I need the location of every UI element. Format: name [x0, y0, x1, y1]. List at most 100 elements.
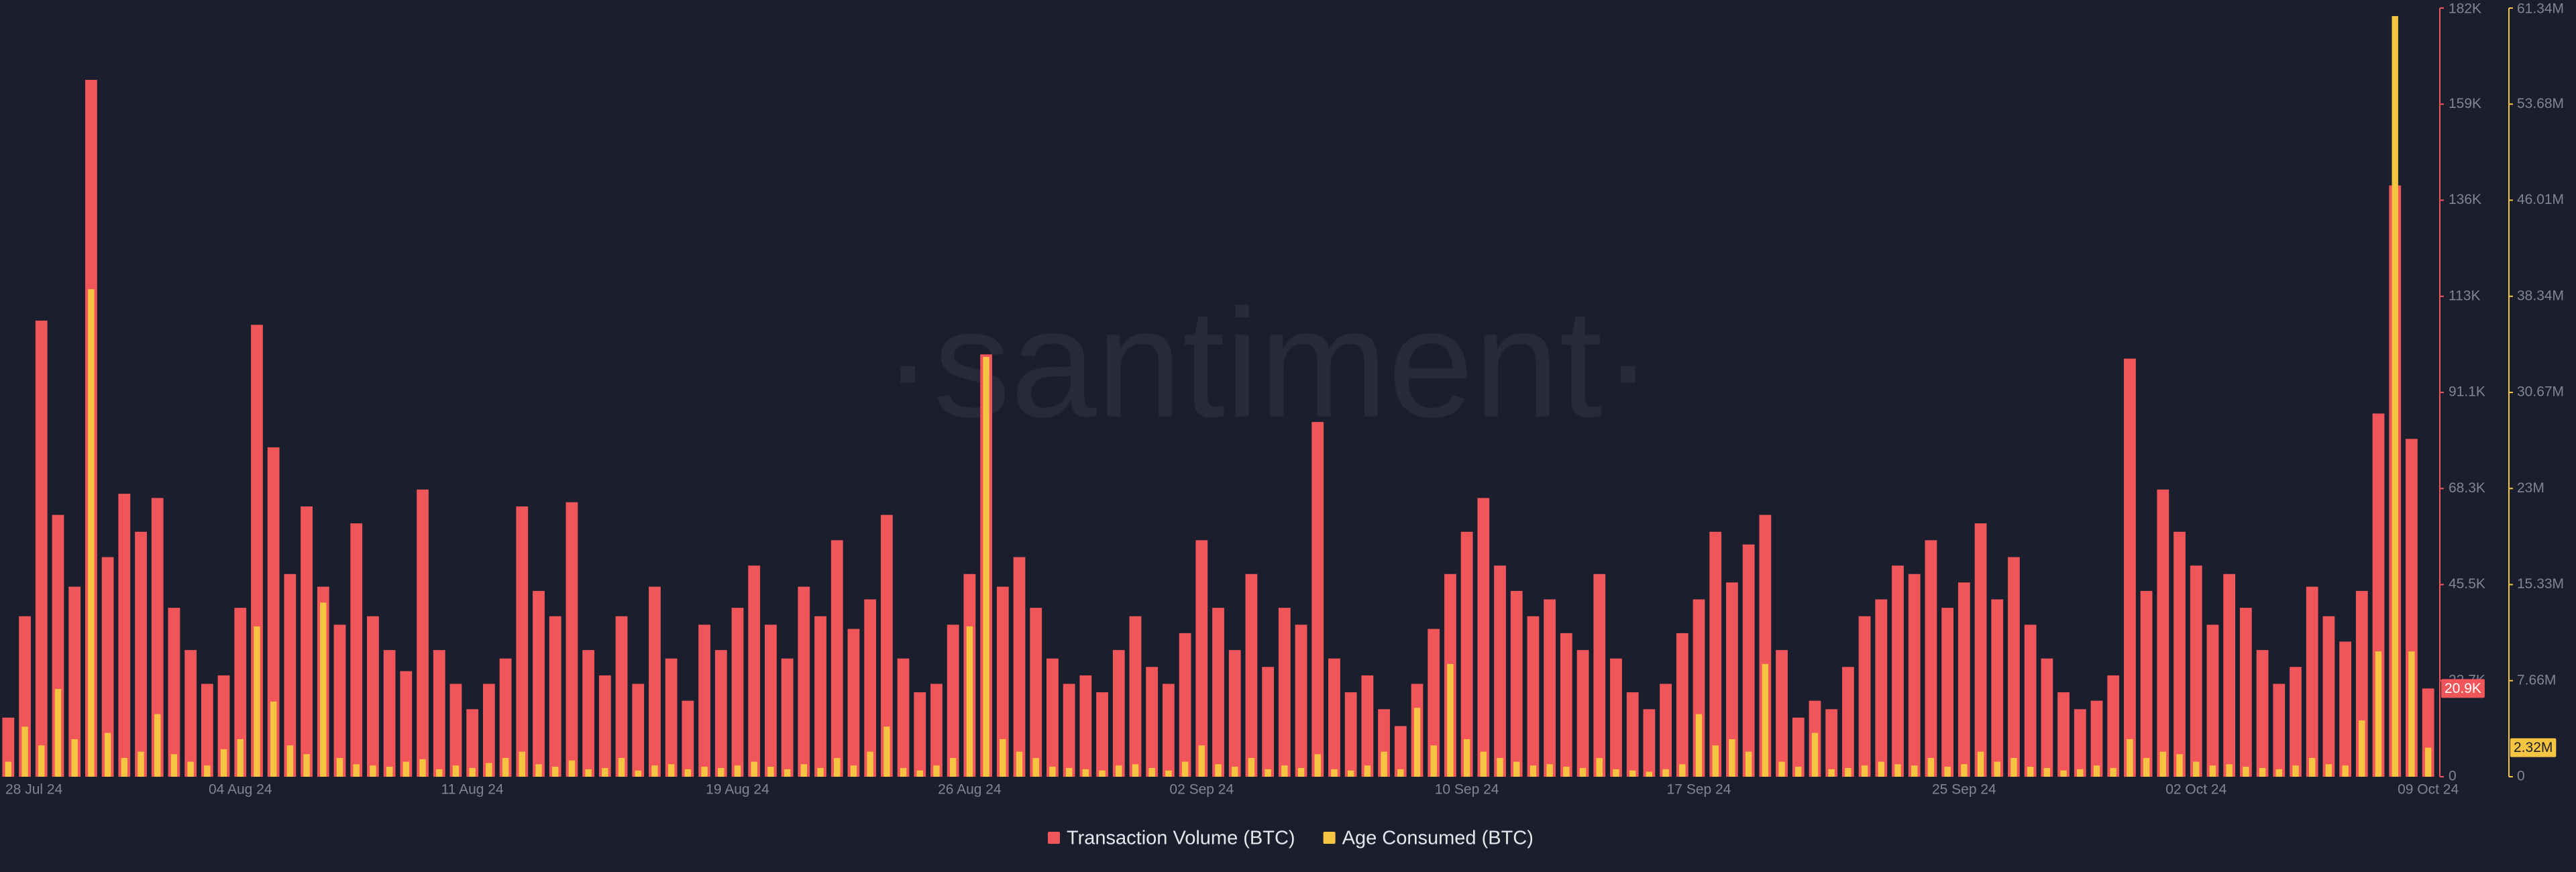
volume-bar [2090, 700, 2103, 777]
age-bar [983, 357, 989, 777]
volume-bar [2140, 590, 2153, 777]
volume-bar [1544, 599, 1556, 777]
age-bar [552, 767, 559, 777]
age-bar [1911, 765, 1918, 777]
volume-bar [748, 565, 761, 777]
age-bar [1546, 764, 1553, 777]
y2-tick-label: 7.66M [2517, 672, 2556, 688]
volume-bar [2306, 586, 2318, 777]
age-bar [817, 767, 824, 777]
volume-bar [1079, 675, 1092, 777]
age-bar [1894, 764, 1901, 777]
age-bar [1878, 761, 1884, 777]
age-bar [2424, 747, 2432, 777]
volume-bar [333, 624, 346, 777]
volume-bar [1245, 574, 1258, 777]
volume-bar [1593, 574, 1606, 777]
age-bar [469, 767, 476, 777]
volume-bar [698, 624, 710, 777]
volume-bar [2339, 641, 2352, 777]
age-bar [1248, 757, 1255, 777]
volume-bar [533, 590, 545, 777]
age-bar [718, 767, 724, 777]
age-bar [1778, 761, 1785, 777]
volume-bar [1129, 616, 1142, 777]
volume-bar [2041, 658, 2053, 777]
volume-bar [1908, 574, 1921, 777]
volume-bar [880, 514, 893, 777]
volume-bar [284, 574, 297, 777]
age-bar [1563, 767, 1570, 777]
age-bar [2392, 15, 2398, 777]
age-bar [5, 761, 12, 777]
legend-label: Transaction Volume (BTC) [1067, 828, 1295, 849]
age-bar [784, 769, 791, 777]
volume-bar [1262, 667, 1275, 777]
volume-bar [649, 586, 661, 777]
volume-bar [1295, 624, 1307, 777]
volume-bar [1162, 684, 1175, 777]
volume-bar [1974, 523, 1987, 777]
volume-bar [1046, 658, 1059, 777]
age-bar [1629, 770, 1636, 777]
age-bar [1861, 765, 1868, 777]
age-bar [1049, 767, 1056, 777]
volume-bar [930, 684, 943, 777]
age-bar [667, 764, 675, 777]
age-bar [1132, 764, 1139, 777]
age-bar [1828, 769, 1835, 777]
age-bar [353, 764, 360, 777]
volume-bar [2174, 531, 2186, 777]
volume-bar [682, 700, 694, 777]
volume-bar [135, 531, 147, 777]
y-tick-label: 113K [2449, 288, 2481, 303]
volume-bar [549, 616, 561, 777]
age-bar [88, 289, 95, 777]
volume-bar [267, 447, 280, 777]
age-bar [568, 760, 576, 777]
age-bar [2259, 767, 2266, 777]
volume-bar [433, 650, 445, 777]
x-tick-label: 11 Aug 24 [441, 782, 504, 798]
age-bar [1381, 751, 1387, 777]
age-bar [1961, 764, 1968, 777]
volume-bar [914, 692, 926, 777]
volume-bar [996, 586, 1009, 777]
y2-tick-label: 53.68M [2517, 96, 2564, 111]
age-bar [1463, 739, 1470, 777]
age-bar [2060, 770, 2067, 777]
y2-tick-label: 46.01M [2517, 192, 2564, 207]
age-bar [386, 767, 393, 777]
volume-bar [1941, 608, 1954, 777]
age-bar [1662, 769, 1669, 777]
age-bar [535, 764, 542, 777]
volume-bar [864, 599, 877, 777]
y-tick-label: 68.3K [2449, 480, 2485, 496]
age-bar [254, 626, 260, 777]
volume-bar [598, 675, 611, 777]
age-bar [2226, 764, 2233, 777]
volume-bar [765, 624, 777, 777]
volume-bar [1428, 629, 1440, 777]
age-bar [1695, 714, 1703, 777]
age-bar [1795, 767, 1802, 777]
age-bar [949, 757, 957, 777]
volume-bar [1991, 599, 2004, 777]
age-bar [933, 765, 940, 777]
volume-bar [1726, 582, 1738, 777]
volume-bar [1013, 557, 1026, 777]
volume-bar [1875, 599, 1888, 777]
volume-bar [1527, 616, 1540, 777]
age-bar [2193, 761, 2200, 777]
current-value-badge [2510, 738, 2557, 757]
volume-bar [201, 684, 213, 777]
volume-bar [1510, 590, 1523, 777]
age-bar [1447, 663, 1454, 777]
volume-bar [2124, 358, 2136, 777]
y-tick-label: 45.5K [2449, 576, 2485, 592]
x-tick-label: 26 Aug 24 [938, 782, 1002, 798]
volume-bar [1328, 658, 1340, 777]
age-bar [751, 761, 757, 777]
age-bar [966, 626, 973, 777]
age-bar [402, 761, 410, 777]
